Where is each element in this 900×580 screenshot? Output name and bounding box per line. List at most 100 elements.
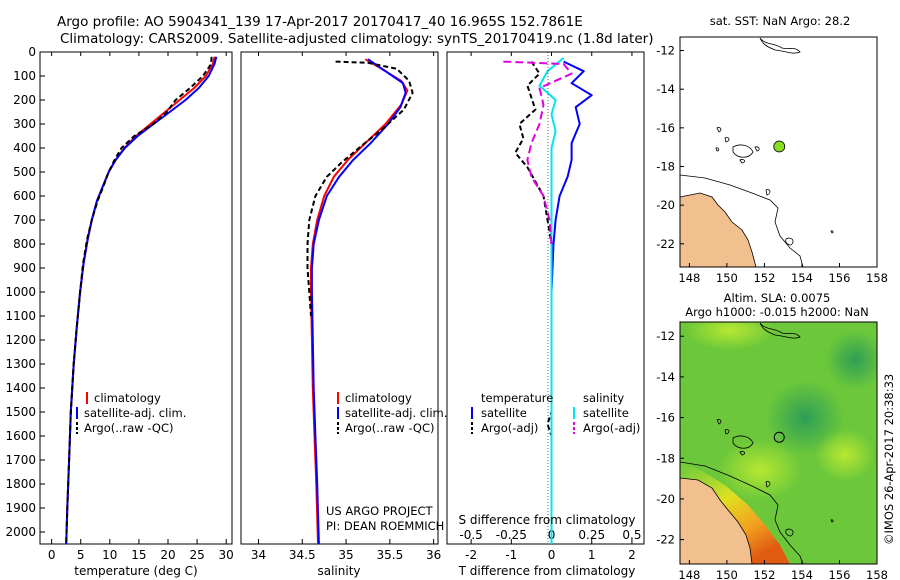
x-tick-label: 25	[189, 548, 204, 562]
temperature-series	[65, 56, 218, 545]
legend-argo-label: Argo(..raw -QC)	[84, 421, 174, 435]
temperature-xlabel: temperature (deg C)	[74, 564, 197, 578]
lat-tick-label: -14	[656, 370, 675, 384]
header-line-1: Argo profile: AO 5904341_139 17-Apr-2017…	[57, 14, 583, 30]
depth-tick-label: 1600	[5, 429, 36, 443]
depth-tick-label: 1900	[5, 501, 36, 515]
series-s-satellite	[538, 57, 565, 544]
depth-tick-label: 1300	[5, 357, 36, 371]
depth-tick-label: 300	[13, 117, 36, 131]
x-tick-label: 34	[251, 548, 266, 562]
lat-tick-label: -14	[656, 82, 675, 96]
lon-tick-label: 154	[791, 568, 813, 580]
sla-field-low	[825, 330, 877, 390]
x-tick-label: -2	[465, 548, 477, 562]
series-t-satellite	[550, 60, 593, 544]
series-t-argo-adj	[514, 61, 553, 544]
depth-tick-label: 900	[13, 261, 36, 275]
sst-map-title: sat. SST: NaN Argo: 28.2	[710, 14, 851, 28]
x-tick-label: 10	[102, 548, 117, 562]
salinity-panel	[240, 51, 439, 545]
credit-pi: PI: DEAN ROEMMICH	[326, 519, 444, 533]
lon-tick-label: 156	[828, 568, 850, 580]
series-climatology	[310, 58, 409, 545]
depth-tick-label: 1500	[5, 405, 36, 419]
legend-satellite-label: satellite-adj. clim.	[84, 406, 186, 420]
x-tick-label: 36	[426, 548, 441, 562]
s-tick-label: -0.5	[459, 528, 482, 542]
depth-tick-label: 100	[13, 69, 36, 83]
s-tick-label: -0.25	[496, 528, 527, 542]
legend-temperature-title: temperature	[481, 391, 553, 405]
depth-tick-label: 400	[13, 141, 36, 155]
x-tick-label: 30	[219, 548, 234, 562]
series-argo-raw-qc	[65, 56, 213, 545]
lat-tick-label: -16	[656, 121, 675, 135]
salinity-series	[306, 58, 414, 545]
sst-map-isobath	[679, 174, 804, 268]
sla-map-coast-north	[759, 322, 801, 339]
imos-credit: ©IMOS 26-Apr-2017 20:38:33	[882, 374, 896, 545]
t-difference-xlabel: T difference from climatology	[458, 564, 636, 578]
depth-axis: 0 100 200 300 400 500 600 700 800 900 1000 1100 1200…	[5, 45, 45, 539]
legend-s-satellite-label: satellite	[583, 406, 629, 420]
lat-tick-label: -16	[656, 411, 675, 425]
sst-map-argo-position	[773, 140, 786, 153]
legend-t-satellite-label: satellite	[481, 406, 527, 420]
sla-field-high	[815, 429, 875, 481]
series-s-argo-adj	[503, 60, 573, 245]
sst-map-frame	[679, 36, 878, 268]
depth-tick-label: 1400	[5, 381, 36, 395]
lon-tick-label: 156	[828, 271, 850, 285]
lat-tick-label: -18	[656, 451, 675, 465]
legend-s-argo-label: Argo(-adj)	[583, 421, 640, 435]
s-difference-axis: -0.5 -0.25 0 0.25 0.5	[459, 528, 641, 542]
sla-map-title-2: Argo h1000: -0.015 h2000: NaN	[685, 305, 869, 319]
x-tick-label: 15	[131, 548, 146, 562]
lon-tick-label: 158	[866, 568, 888, 580]
x-tick-label: 20	[160, 548, 175, 562]
lon-tick-label: 150	[716, 271, 738, 285]
depth-tick-label: 200	[13, 93, 36, 107]
sla-map-land	[680, 477, 753, 564]
legend-climatology-label: climatology	[345, 391, 412, 405]
legend-argo-label: Argo(..raw -QC)	[345, 421, 435, 435]
s-tick-label: 0.25	[578, 528, 605, 542]
x-tick-label: 0	[548, 548, 556, 562]
lon-tick-label: 150	[716, 568, 738, 580]
depth-tick-label: 0	[28, 45, 36, 59]
difference-series	[503, 57, 593, 544]
sla-map-title-1: Altim. SLA: 0.0075	[724, 291, 831, 305]
sst-map-reefs	[715, 127, 834, 246]
lon-tick-label: 154	[791, 271, 813, 285]
x-tick-label: 1	[588, 548, 596, 562]
sla-field-high	[685, 322, 775, 350]
depth-tick-label: 1000	[5, 285, 36, 299]
x-tick-label: 0	[48, 548, 56, 562]
sla-map-field	[680, 322, 877, 564]
legend-satellite-label: satellite-adj. clim.	[345, 406, 447, 420]
legend-climatology-label: climatology	[94, 391, 161, 405]
series-climatology	[65, 56, 216, 545]
sst-map-axes: 148 150 152 154 156 158 -12 -14 -16 -18 -20 -22	[656, 44, 888, 285]
legend-salinity-title: salinity	[583, 391, 624, 405]
depth-tick-label: 1100	[5, 309, 36, 323]
sla-map: Altim. SLA: 0.0075 Argo h1000: -0.015 h2…	[656, 291, 888, 580]
lon-tick-label: 152	[753, 271, 775, 285]
lat-tick-label: -20	[656, 198, 675, 212]
x-tick-label: -1	[505, 548, 517, 562]
difference-panel	[446, 51, 645, 545]
credit-project: US ARGO PROJECT	[326, 504, 434, 518]
sla-field-high	[718, 440, 802, 500]
depth-tick-label: 1700	[5, 453, 36, 467]
x-tick-label: 35	[338, 548, 353, 562]
sst-map: sat. SST: NaN Argo: 28.2 148 150 152 154 156…	[656, 14, 888, 285]
series-satellite-adj-clim	[310, 58, 407, 545]
lat-tick-label: -22	[656, 237, 675, 251]
lat-tick-label: -12	[656, 329, 675, 343]
series-argo-raw-qc	[306, 60, 414, 317]
lon-tick-label: 148	[678, 568, 700, 580]
lat-tick-label: -20	[656, 492, 675, 506]
salinity-legend: climatology satellite-adj. clim. Argo(..…	[337, 391, 447, 435]
